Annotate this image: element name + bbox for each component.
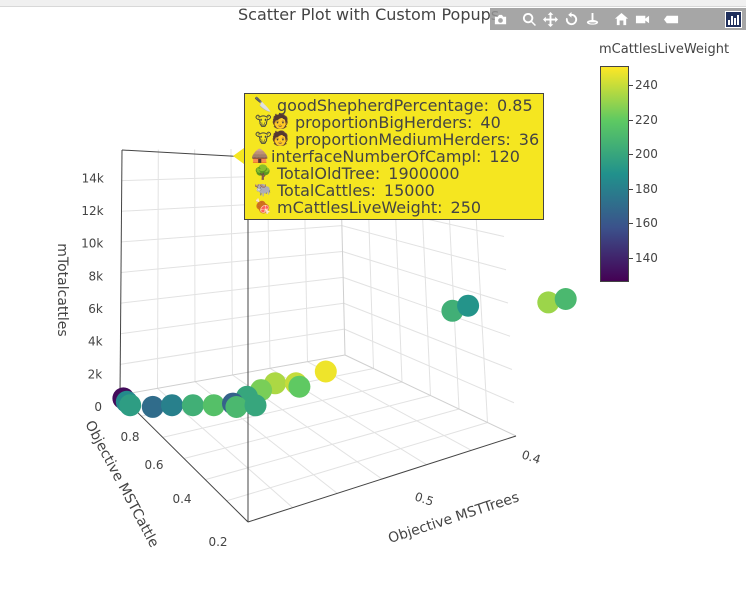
scatter-point[interactable] [141,395,164,418]
scatter-point[interactable] [314,360,337,383]
scatter-point[interactable] [202,394,225,417]
colorbar-tick-mark [629,257,633,259]
cow-herder-icon: 🐮🧑 [254,114,289,130]
colorbar-tick-mark [629,188,633,190]
tooltip-line: 🌳 TotalOldTree: 1900000 [251,165,543,182]
meat-icon: 🍖 [254,199,272,215]
y-axis-line [119,394,249,523]
cow-herder-icon: 🐮🧑 [254,131,289,147]
scatter-point[interactable] [181,394,204,417]
plotly-logo-icon[interactable] [725,10,742,28]
zoom-icon[interactable] [519,8,540,30]
colorbar-tick-label: 200 [635,147,658,162]
grid-line [119,354,346,396]
pan-icon[interactable] [540,8,561,30]
tooltip-value: 120 [489,147,520,166]
colorbar-tick-label: 140 [635,250,658,265]
colorbar-title: mCattlesLiveWeight [599,42,730,57]
y-tick-label: 0.6 [144,458,163,472]
scatter-point[interactable] [288,375,311,398]
tooltip-line: 🐃 TotalCattles: 15000 [251,182,543,199]
tooltip-line: 🐮🧑 proportionBigHerders: 40 [251,114,543,131]
z-tick-label: 10k [81,237,103,251]
chart-title: Scatter Plot with Custom Popups [238,5,500,24]
scatter-points[interactable] [112,0,577,418]
tooltip-label: proportionBigHerders: [295,113,473,132]
x-axis-line [247,435,517,523]
scene-axes [119,149,517,523]
y-tick-label: 0.2 [208,535,227,549]
z-tick-label: 12k [81,204,103,218]
camera-icon[interactable] [490,8,511,30]
z-tick-label: 0 [94,400,102,414]
scatter-point[interactable] [554,288,577,310]
colorbar-tick-mark [629,154,633,156]
tooltip-value: 0.85 [497,96,533,115]
colorbar-tick-label: 220 [635,112,658,127]
tooltip-line: 🐮🧑 proportionMediumHerders: 36 [251,131,543,148]
x-tick-label: 0.4 [520,448,542,467]
grid-line [157,149,159,389]
tooltip-label: goodShepherdPercentage: [277,96,490,115]
z-tick-label: 4k [88,335,103,349]
y-tick-label: 0.4 [172,492,191,506]
hover-toggle-icon[interactable] [661,8,682,30]
z-axis-line [121,149,249,158]
tooltip-line: 🍖 mCattlesLiveWeight: 250 [251,199,543,216]
tooltip-line: 🔪 goodShepherdPercentage: 0.85 [251,97,543,114]
colorbar-tick-label: 160 [635,216,658,231]
modebar [490,8,746,30]
turntable-rotation-icon[interactable] [582,8,603,30]
scatter-point[interactable] [119,394,142,417]
knife-icon: 🔪 [254,97,272,113]
tooltip-value: 36 [518,130,540,149]
z-tick-label: 8k [88,269,103,283]
z-tick-label: 14k [82,171,104,185]
colorbar-tick-mark [629,85,633,86]
browser-toolbar-strip [0,0,746,7]
colorbar-gradient [600,66,629,282]
tooltip-line: 🛖 interfaceNumberOfCampl: 120 [251,148,543,165]
z-tick-label: 6k [88,302,103,316]
grid-line [344,354,517,437]
x-tick-label: 0.5 [413,490,435,509]
tooltip-pointer [233,148,244,164]
orbit-rotation-icon[interactable] [561,8,582,30]
colorbar-tick-label: 240 [635,78,658,92]
axis-tick-labels: 0 2k 4k 6k 8k 10k 12k 14k 0.8 0.6 0.4 0.2 0.4 0.5 [81,171,542,549]
scatter-point[interactable] [225,396,248,418]
scatter-point[interactable] [457,294,480,317]
video-icon[interactable] [632,8,653,30]
scatter-point[interactable] [537,291,560,314]
y-tick-label: 0.8 [120,430,139,444]
scatter-point[interactable] [161,394,183,417]
x-axis-title: Objective MSTTrees [386,489,521,546]
tooltip-value: 15000 [383,181,435,200]
ox-icon: 🐃 [254,182,272,198]
z-axis-title: mTotalcattles [54,243,70,336]
tooltip-label: proportionMediumHerders: [295,130,511,149]
tooltip-value: 40 [480,113,501,132]
scatter-point[interactable] [244,394,267,417]
colorbar-tick-mark [629,223,633,225]
hut-icon: 🛖 [251,148,269,164]
colorbar-tick-label: 180 [635,181,658,196]
tree-icon: 🌳 [254,165,272,181]
home-icon[interactable] [611,8,632,30]
z-axis-line [119,149,123,396]
z-tick-label: 2k [88,367,103,381]
tooltip-label: TotalOldTree: [277,164,381,183]
tooltip-value: 250 [450,198,482,217]
hover-tooltip: 🔪 goodShepherdPercentage: 0.85 🐮🧑 propor… [244,93,544,220]
tooltip-value: 1900000 [388,164,460,183]
tooltip-label: mCattlesLiveWeight: [277,198,443,217]
tooltip-label: TotalCattles: [277,181,376,200]
colorbar-tick-mark [629,119,633,121]
grid-line [230,148,233,376]
tooltip-label: interfaceNumberOfCampl: [271,147,482,166]
